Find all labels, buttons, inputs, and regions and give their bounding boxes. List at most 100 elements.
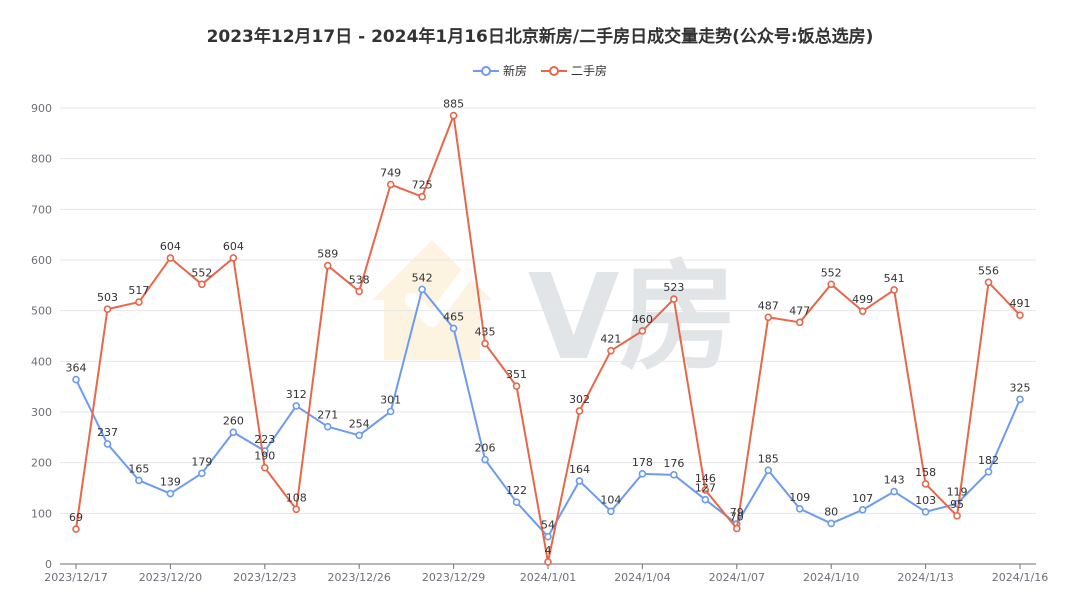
data-point-new-house xyxy=(607,507,615,516)
data-point-resale-house xyxy=(670,295,678,303)
x-tick-label: 2024/1/07 xyxy=(709,571,765,584)
data-point-resale-house xyxy=(198,280,206,289)
data-point-resale-house xyxy=(260,463,269,472)
data-point-new-house xyxy=(449,324,458,333)
x-tick-label: 2023/12/23 xyxy=(233,571,296,584)
data-label-new-house: 79 xyxy=(730,506,744,519)
data-label-resale-house: 421 xyxy=(600,333,621,346)
data-point-new-house xyxy=(386,407,395,416)
data-label-new-house: 312 xyxy=(286,388,307,401)
data-point-resale-house xyxy=(953,512,961,520)
data-label-resale-house: 70 xyxy=(730,511,744,524)
legend-swatch-new-house xyxy=(472,65,499,76)
y-tick-label: 600 xyxy=(31,254,52,267)
legend-item-new-house[interactable]: 新房 xyxy=(472,62,527,79)
y-tick-label: 0 xyxy=(45,558,52,571)
data-point-resale-house xyxy=(607,346,615,355)
data-point-resale-house xyxy=(481,339,489,348)
data-point-resale-house xyxy=(418,192,426,201)
data-point-new-house xyxy=(890,487,898,496)
data-label-resale-house: 517 xyxy=(128,284,149,297)
data-label-new-house: 122 xyxy=(506,484,527,497)
data-label-new-house: 139 xyxy=(160,476,181,489)
data-label-new-house: 325 xyxy=(1010,381,1031,394)
data-point-resale-house xyxy=(323,261,332,270)
data-point-resale-house xyxy=(890,286,898,294)
data-point-resale-house xyxy=(72,525,80,533)
data-label-resale-house: 885 xyxy=(443,98,464,111)
data-label-new-house: 206 xyxy=(475,442,496,455)
y-tick-label: 200 xyxy=(31,457,52,470)
data-label-resale-house: 589 xyxy=(317,248,338,261)
data-point-new-house xyxy=(575,477,584,485)
x-tick-label: 2024/1/16 xyxy=(992,571,1048,584)
data-point-resale-house xyxy=(1016,311,1024,320)
data-label-new-house: 185 xyxy=(758,452,779,465)
data-label-new-house: 179 xyxy=(191,455,212,468)
data-point-resale-house xyxy=(166,254,175,262)
data-label-new-house: 254 xyxy=(349,417,370,430)
data-label-resale-house: 499 xyxy=(852,293,873,306)
data-point-resale-house xyxy=(858,307,867,315)
data-point-new-house xyxy=(764,466,773,475)
data-label-resale-house: 435 xyxy=(475,326,496,339)
data-point-new-house xyxy=(323,422,332,431)
data-point-new-house xyxy=(72,375,80,384)
data-label-new-house: 542 xyxy=(412,271,433,284)
data-label-new-house: 176 xyxy=(663,457,684,470)
data-point-new-house xyxy=(418,285,426,294)
data-point-resale-house xyxy=(449,111,458,120)
data-point-new-house xyxy=(166,489,175,498)
y-tick-label: 100 xyxy=(31,507,52,520)
legend-label-new-house: 新房 xyxy=(502,64,527,78)
data-label-new-house: 119 xyxy=(947,486,968,499)
legend-item-resale-house[interactable]: 二手房 xyxy=(541,62,607,79)
data-point-new-house xyxy=(858,505,867,514)
data-point-resale-house xyxy=(984,278,993,287)
legend-swatch-resale-house xyxy=(541,65,567,76)
data-point-resale-house xyxy=(135,298,143,306)
data-label-resale-house: 4 xyxy=(545,544,552,557)
data-point-resale-house xyxy=(229,254,238,262)
data-label-resale-house: 146 xyxy=(695,472,716,485)
chart-title: 2023年12月17日 - 2024年1月16日北京新房/二手房日成交量走势(公… xyxy=(206,27,874,47)
data-label-new-house: 301 xyxy=(380,393,401,406)
data-label-resale-house: 725 xyxy=(412,179,433,192)
data-label-new-house: 182 xyxy=(978,454,999,467)
data-point-new-house xyxy=(229,428,238,437)
x-tick-label: 2023/12/26 xyxy=(327,571,390,584)
data-point-new-house xyxy=(135,476,143,485)
data-point-resale-house xyxy=(544,558,552,566)
x-tick-label: 2023/12/17 xyxy=(44,571,107,584)
data-label-new-house: 465 xyxy=(443,310,464,323)
data-label-resale-house: 552 xyxy=(191,266,212,279)
data-point-resale-house xyxy=(638,327,647,335)
x-tick-label: 2024/1/01 xyxy=(520,571,576,584)
y-tick-label: 400 xyxy=(31,355,52,368)
data-point-new-house xyxy=(701,495,710,504)
chart-legend: 新房 二手房 xyxy=(0,62,1080,79)
data-label-resale-house: 95 xyxy=(950,498,964,511)
data-label-resale-house: 541 xyxy=(884,272,905,285)
data-point-resale-house xyxy=(732,524,741,533)
data-point-new-house xyxy=(544,532,552,541)
watermark-text: V房 xyxy=(528,248,737,386)
data-label-resale-house: 69 xyxy=(69,511,83,524)
series-line-resale-house xyxy=(75,114,1021,563)
data-label-resale-house: 749 xyxy=(380,167,401,180)
data-point-resale-house xyxy=(292,505,301,514)
data-label-resale-house: 351 xyxy=(506,368,527,381)
data-point-new-house xyxy=(103,440,112,448)
data-point-resale-house xyxy=(795,318,804,327)
data-label-new-house: 165 xyxy=(128,462,149,475)
data-label-new-house: 80 xyxy=(824,505,838,518)
data-point-resale-house xyxy=(701,486,710,494)
data-label-new-house: 103 xyxy=(915,494,936,507)
data-label-resale-house: 538 xyxy=(349,273,370,286)
x-tick-label: 2023/12/20 xyxy=(139,571,202,584)
data-point-new-house xyxy=(638,470,647,478)
data-point-resale-house xyxy=(764,313,773,322)
